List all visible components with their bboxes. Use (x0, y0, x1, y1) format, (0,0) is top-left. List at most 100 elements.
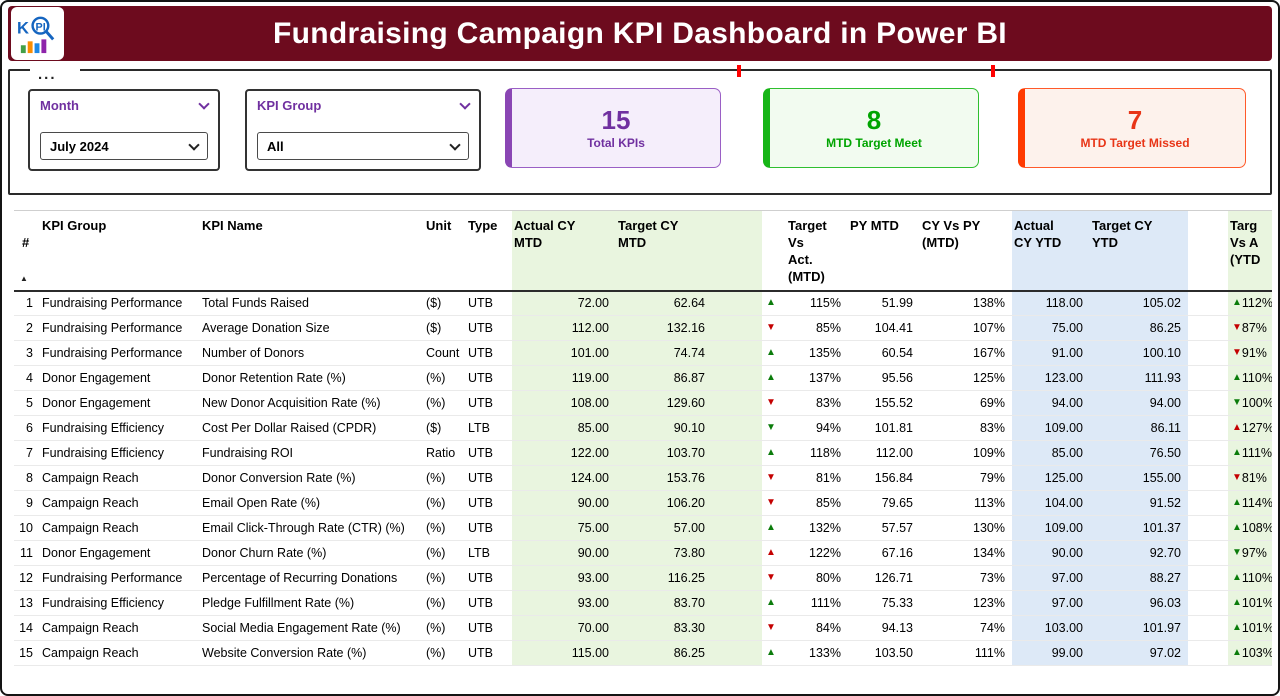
percent-value: 108% (1241, 521, 1272, 536)
month-slicer-header[interactable]: Month (40, 98, 210, 113)
kpi-group-cell: Fundraising Efficiency (40, 440, 200, 467)
spacer-cell (712, 415, 762, 442)
type-cell: UTB (466, 490, 512, 517)
spacer-cell (1188, 490, 1228, 517)
col-header-target-cy-ytd[interactable]: Target CY YTD (1090, 210, 1188, 292)
col-header-actual-cy-mtd[interactable]: Actual CY MTD (512, 210, 616, 292)
actual-cy-mtd-cell: 72.00 (512, 290, 616, 317)
kpi-group-dropdown-value: All (267, 138, 284, 154)
target-cy-ytd-cell: 101.37 (1090, 515, 1188, 542)
percent-value: 103% (1241, 646, 1272, 661)
spacer-cell (712, 515, 762, 542)
svg-text:PI: PI (36, 22, 46, 34)
more-options-icon[interactable]: ... (38, 66, 57, 83)
target-vs-act-mtd-cell: ▼ 84% (762, 615, 848, 642)
sort-ascending-icon[interactable]: ▲ (20, 274, 28, 284)
col-spacer (1188, 210, 1228, 292)
target-vs-act-mtd-cell: ▲ 118% (762, 440, 848, 467)
target-cy-mtd-cell: 132.16 (616, 315, 712, 342)
spacer-cell (712, 340, 762, 367)
col-header-cy-vs-py-mtd[interactable]: CY Vs PY (MTD) (920, 210, 1012, 292)
percent-value: 111% (810, 596, 841, 611)
type-cell: UTB (466, 590, 512, 617)
percent-value: 81% (815, 471, 841, 486)
target-cy-ytd-cell: 155.00 (1090, 465, 1188, 492)
target-cy-ytd-cell: 88.27 (1090, 565, 1188, 592)
py-mtd-cell: 101.81 (848, 415, 920, 442)
col-header-type[interactable]: Type (466, 210, 512, 292)
kpi-group-dropdown[interactable]: All (257, 132, 469, 160)
row-number: 6 (14, 415, 40, 442)
chevron-down-icon[interactable] (449, 138, 461, 151)
target-vs-act-ytd-cell: ▼ 100% (1228, 390, 1272, 417)
actual-cy-ytd-cell: 90.00 (1012, 540, 1090, 567)
triangle-up-icon: ▲ (1232, 647, 1242, 659)
table-row: 6 Fundraising Efficiency Cost Per Dollar R… (14, 415, 1272, 442)
unit-cell: ($) (424, 415, 466, 442)
col-header-kpi-name[interactable]: KPI Name (200, 210, 424, 292)
target-vs-act-mtd-cell: ▲ 132% (762, 515, 848, 542)
spacer-cell (712, 640, 762, 667)
spacer-cell (1188, 340, 1228, 367)
kpi-group-cell: Campaign Reach (40, 640, 200, 667)
col-header-target-vs-act-mtd[interactable]: Target Vs Act. (MTD) (762, 210, 848, 292)
target-vs-act-ytd-cell: ▲ 108% (1228, 515, 1272, 542)
py-mtd-cell: 79.65 (848, 490, 920, 517)
percent-value: 127% (1241, 421, 1272, 436)
kpi-group-slicer-header[interactable]: KPI Group (257, 98, 471, 113)
chevron-down-icon[interactable] (198, 98, 210, 110)
kpi-name-cell: Percentage of Recurring Donations (200, 565, 424, 592)
spacer-cell (1188, 615, 1228, 642)
actual-cy-mtd-cell: 85.00 (512, 415, 616, 442)
unit-cell: (%) (424, 515, 466, 542)
spacer-cell (712, 490, 762, 517)
col-header-py-mtd[interactable]: PY MTD (848, 210, 920, 292)
spacer-cell (1188, 515, 1228, 542)
type-cell: UTB (466, 315, 512, 342)
total-kpis-value: 15 (601, 104, 631, 135)
kpi-group-cell: Campaign Reach (40, 490, 200, 517)
month-slicer: Month July 2024 (28, 89, 220, 171)
unit-cell: (%) (424, 490, 466, 517)
target-vs-act-ytd-cell: ▲ 103% (1228, 640, 1272, 667)
type-cell: UTB (466, 440, 512, 467)
row-number: 15 (14, 640, 40, 667)
table-row: 15 Campaign Reach Website Conversion Rate … (14, 640, 1272, 667)
type-cell: UTB (466, 615, 512, 642)
actual-cy-ytd-cell: 94.00 (1012, 390, 1090, 417)
target-cy-mtd-cell: 106.20 (616, 490, 712, 517)
chevron-down-icon[interactable] (459, 98, 471, 110)
actual-cy-mtd-cell: 115.00 (512, 640, 616, 667)
target-cy-ytd-cell: 92.70 (1090, 540, 1188, 567)
target-vs-act-ytd-cell: ▼ 81% (1228, 465, 1272, 492)
month-dropdown[interactable]: July 2024 (40, 132, 208, 160)
cy-vs-py-mtd-cell: 167% (920, 340, 1012, 367)
col-header-unit[interactable]: Unit (424, 210, 466, 292)
triangle-down-icon: ▼ (1232, 397, 1242, 409)
cy-vs-py-mtd-cell: 111% (920, 640, 1012, 667)
cy-vs-py-mtd-cell: 138% (920, 290, 1012, 317)
py-mtd-cell: 94.13 (848, 615, 920, 642)
actual-cy-mtd-cell: 90.00 (512, 490, 616, 517)
percent-value: 115% (809, 296, 841, 311)
unit-cell: (%) (424, 365, 466, 392)
type-cell: UTB (466, 365, 512, 392)
row-number: 11 (14, 540, 40, 567)
chevron-down-icon[interactable] (188, 138, 200, 151)
target-cy-mtd-cell: 62.64 (616, 290, 712, 317)
col-header-actual-cy-ytd[interactable]: Actual CY YTD (1012, 210, 1090, 292)
type-cell: UTB (466, 465, 512, 492)
triangle-up-icon: ▲ (766, 647, 776, 659)
triangle-up-icon: ▲ (1232, 297, 1242, 309)
col-header-target-cy-mtd[interactable]: Target CY MTD (616, 210, 712, 292)
percent-value: 112% (1241, 296, 1272, 311)
triangle-up-icon: ▲ (766, 447, 776, 459)
table-row: 14 Campaign Reach Social Media Engagement … (14, 615, 1272, 642)
triangle-down-icon: ▼ (766, 572, 776, 584)
col-header-kpi-group[interactable]: KPI Group (40, 210, 200, 292)
col-header-index[interactable]: # ▲ (14, 210, 40, 292)
col-header-target-vs-act-ytd[interactable]: Targ Vs A (YTD (1228, 210, 1272, 292)
spacer-cell (1188, 415, 1228, 442)
row-number: 5 (14, 390, 40, 417)
spacer-cell (712, 615, 762, 642)
